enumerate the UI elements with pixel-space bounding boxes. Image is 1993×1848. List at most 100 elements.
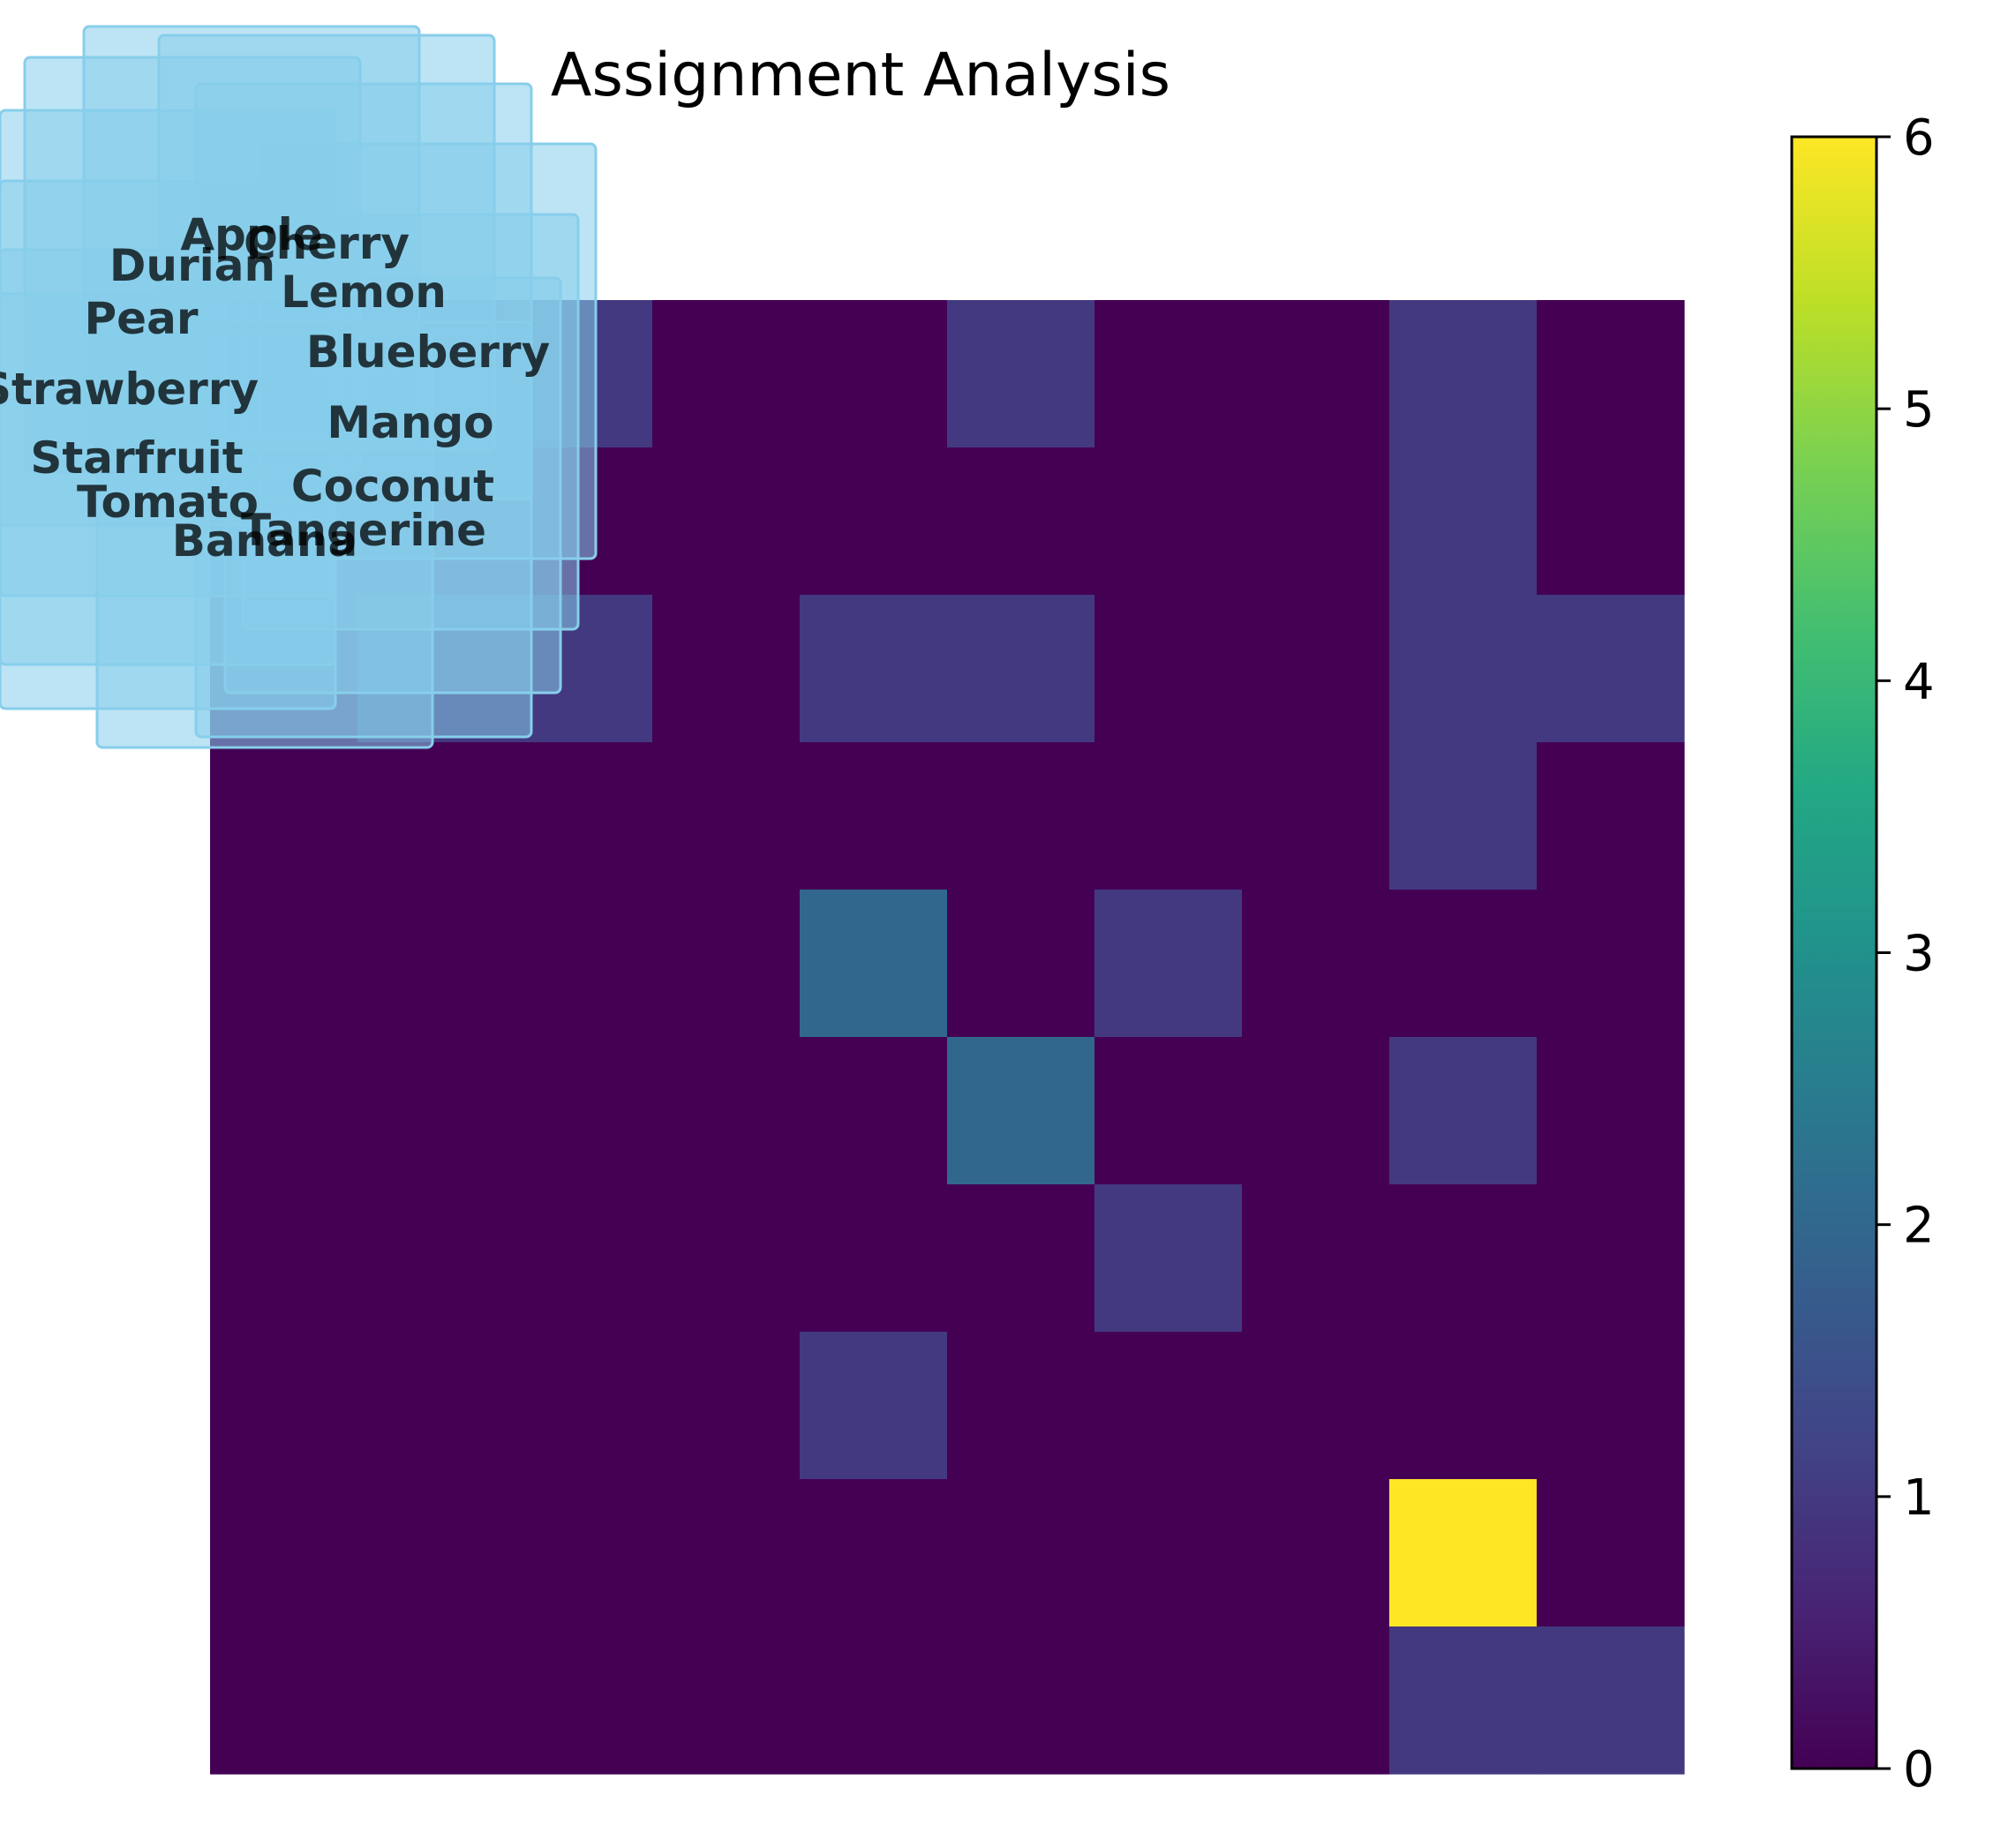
- heatmap-cell: [210, 742, 358, 890]
- colorbar-tick-label: 5: [1903, 381, 1935, 439]
- colorbar: 0 1 2 3 4 5 6: [1790, 109, 1935, 1799]
- heatmap-cell: [947, 1479, 1095, 1627]
- heatmap-cell: [357, 1626, 506, 1775]
- heatmap-cell: [1242, 1332, 1390, 1480]
- fruit-label: Apple: [180, 209, 322, 260]
- fruit-label: Strawberry: [0, 364, 259, 415]
- heatmap-cell: [210, 1626, 358, 1775]
- heatmap-cell: [1094, 447, 1243, 596]
- heatmap-cell: [1537, 1479, 1685, 1627]
- heatmap-cells: [210, 300, 1685, 1775]
- heatmap-cell: [210, 1037, 358, 1185]
- heatmap-cell: [505, 1184, 653, 1333]
- heatmap-cell: [652, 595, 801, 743]
- heatmap-cell: [800, 1626, 948, 1775]
- heatmap-cell: [1094, 1479, 1243, 1627]
- heatmap-cell: [1389, 1184, 1538, 1333]
- heatmap-cell: [947, 1332, 1095, 1480]
- heatmap-cell: [357, 1332, 506, 1480]
- heatmap-cell: [1094, 1184, 1243, 1333]
- heatmap-cell: [800, 1332, 948, 1480]
- heatmap-cell: [505, 1037, 653, 1185]
- heatmap-cell: [1389, 1037, 1538, 1185]
- heatmap-cell: [1242, 1184, 1390, 1333]
- heatmap-cell: [1094, 595, 1243, 743]
- heatmap-cell: [1389, 890, 1538, 1038]
- heatmap-cell: [800, 447, 948, 596]
- heatmap-cell: [505, 890, 653, 1038]
- heatmap-cell: [947, 1184, 1095, 1333]
- fruit-label: Banana: [172, 515, 358, 567]
- heatmap-cell: [210, 1184, 358, 1333]
- heatmap-cell: [1389, 1479, 1538, 1627]
- colorbar-ticks: 0 1 2 3 4 5 6: [1876, 109, 1935, 1799]
- heatmap-cell: [505, 1626, 653, 1775]
- heatmap-cell: [947, 447, 1095, 596]
- heatmap-cell: [947, 595, 1095, 743]
- heatmap-cell: [1537, 300, 1685, 448]
- heatmap-cell: [210, 890, 358, 1038]
- fruit-label: Cherry: [244, 218, 410, 269]
- heatmap-cell: [505, 1479, 653, 1627]
- colorbar-tick-label: 2: [1903, 1198, 1935, 1255]
- fruit-label: Starfruit: [30, 432, 243, 484]
- heatmap-cell: [357, 890, 506, 1038]
- heatmap-cell: [357, 1479, 506, 1627]
- heatmap-cell: [1389, 447, 1538, 596]
- heatmap-cell: [1094, 890, 1243, 1038]
- fruit-label: Coconut: [291, 461, 494, 512]
- heatmap-cell: [652, 1479, 801, 1627]
- heatmap-cell: [1094, 1332, 1243, 1480]
- fruit-label-box: [95, 331, 434, 749]
- heatmap-cell: [1094, 1037, 1243, 1185]
- heatmap-cell: [652, 300, 801, 448]
- fruit-label: Blueberry: [306, 327, 550, 378]
- heatmap-cell: [1389, 1332, 1538, 1480]
- heatmap-cell: [1242, 595, 1390, 743]
- heatmap-cell: [1389, 742, 1538, 890]
- heatmap-cell: [800, 890, 948, 1038]
- heatmap-cell: [357, 742, 506, 890]
- heatmap-cell: [1537, 595, 1685, 743]
- heatmap-cell: [800, 1184, 948, 1333]
- heatmap-cell: [800, 1037, 948, 1185]
- heatmap-cell: [1389, 1626, 1538, 1775]
- heatmap-cell: [947, 742, 1095, 890]
- fruit-label: Durian: [109, 240, 275, 291]
- heatmap-cell: [1537, 890, 1685, 1038]
- heatmap-cell: [357, 1184, 506, 1333]
- heatmap-cell: [1242, 1037, 1390, 1185]
- heatmap-cell: [652, 890, 801, 1038]
- heatmap-cell: [1537, 1184, 1685, 1333]
- heatmap-cell: [505, 742, 653, 890]
- heatmap-cell: [652, 1184, 801, 1333]
- heatmap-cell: [1094, 1626, 1243, 1775]
- heatmap-cell: [800, 742, 948, 890]
- heatmap-cell: [505, 1332, 653, 1480]
- heatmap-cell: [1389, 595, 1538, 743]
- heatmap-cell: [1537, 1037, 1685, 1185]
- heatmap-cell: [1242, 742, 1390, 890]
- heatmap-cell: [652, 742, 801, 890]
- heatmap-cell: [947, 1037, 1095, 1185]
- colorbar-tick-label: 3: [1903, 926, 1935, 983]
- heatmap-cell: [1389, 300, 1538, 448]
- fruit-label: Lemon: [281, 267, 447, 318]
- chart-title: Assignment Analysis: [551, 41, 1170, 110]
- heatmap-cell: [210, 1332, 358, 1480]
- heatmap-cell: [652, 1037, 801, 1185]
- heatmap-cell: [1242, 300, 1390, 448]
- heatmap-cell: [210, 1479, 358, 1627]
- colorbar-tick-label: 1: [1903, 1469, 1935, 1527]
- colorbar-tick-label: 0: [1903, 1741, 1935, 1799]
- colorbar-gradient: [1790, 135, 1878, 1770]
- heatmap-cell: [652, 1626, 801, 1775]
- heatmap-cell: [947, 300, 1095, 448]
- heatmap-cell: [357, 1037, 506, 1185]
- fruit-label: Tangerine: [241, 505, 486, 556]
- heatmap-cell: [947, 1626, 1095, 1775]
- heatmap-cell: [1537, 742, 1685, 890]
- heatmap-cell: [1242, 1479, 1390, 1627]
